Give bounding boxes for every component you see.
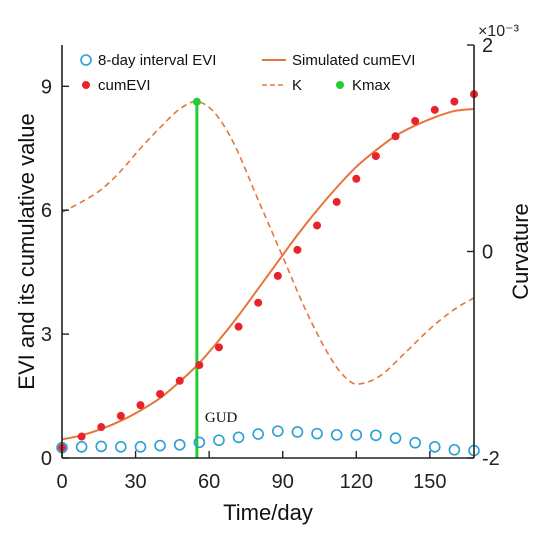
cumevi-point <box>332 197 341 206</box>
x-tick-label: 0 <box>56 471 67 493</box>
evi-point <box>370 429 382 442</box>
cumevi-point <box>77 432 86 441</box>
evi-point <box>115 441 127 453</box>
legend-label: Simulated cumEVI <box>292 52 415 69</box>
axes: 0 30 60 90 120 150 0 3 6 9 -2 0 2 <box>41 35 500 493</box>
evi-point <box>173 438 186 451</box>
evi-point <box>154 439 166 452</box>
evi-point <box>291 426 304 438</box>
gud-annotation: GUD <box>205 410 238 426</box>
evi-point <box>272 425 284 437</box>
y-tick-label: 0 <box>41 448 52 470</box>
evi-point <box>193 436 206 449</box>
cumevi-point <box>234 322 243 331</box>
cumevi-point <box>371 152 380 161</box>
cumevi-point <box>273 271 282 280</box>
cumevi-point <box>391 132 400 141</box>
evi-point <box>232 431 245 444</box>
y2-tick-label: 2 <box>482 35 493 57</box>
x-tick-label: 30 <box>124 471 146 493</box>
kmax-point <box>192 97 201 106</box>
cumevi-point <box>116 411 125 420</box>
legend-marker-evi <box>80 54 92 66</box>
cumevi-point <box>156 389 165 398</box>
x-axis-title: Time/day <box>223 500 313 525</box>
cumevi-point <box>430 105 439 114</box>
y2-axis-title: Curvature <box>508 203 533 300</box>
legend-marker-cumevi <box>82 81 90 89</box>
y-axis-title: EVI and its cumulative value <box>14 113 39 389</box>
evi-point <box>75 441 88 453</box>
y2-multiplier: ×10⁻³ <box>478 23 520 40</box>
evi-point <box>311 427 323 440</box>
y2-tick-label: -2 <box>482 448 500 470</box>
cumevi-point <box>254 298 263 307</box>
legend-label: 8-day interval EVI <box>98 52 216 69</box>
cumevi-point <box>411 116 420 125</box>
y-tick-label: 9 <box>41 76 52 98</box>
evi-point <box>213 434 225 447</box>
cumevi-point <box>214 343 223 352</box>
cumevi-point <box>97 423 106 432</box>
y2-tick-label: 0 <box>482 242 493 264</box>
x-tick-label: 90 <box>272 471 294 493</box>
legend-label: K <box>292 77 302 94</box>
evi-point <box>448 443 461 456</box>
cumevi-point <box>450 97 459 106</box>
simulated-cumevi-curve <box>61 108 475 441</box>
legend-label: Kmax <box>352 77 391 94</box>
evi-point <box>409 436 421 449</box>
k-curve <box>61 100 475 385</box>
evi-point <box>428 441 441 453</box>
y-tick-label: 6 <box>41 200 52 222</box>
legend-marker-kmax <box>336 81 344 89</box>
x-tick-label: 60 <box>198 471 220 493</box>
cumevi-point <box>175 376 184 385</box>
x-tick-label: 150 <box>413 471 446 493</box>
cumevi-point <box>136 401 145 410</box>
legend: 8-day interval EVI Simulated cumEVI cumEVI… <box>80 52 415 94</box>
legend-label: cumEVI <box>98 77 151 94</box>
y-tick-label: 3 <box>41 324 52 346</box>
evi-point <box>389 432 402 444</box>
cumevi-point <box>293 245 302 254</box>
evi-point <box>350 429 363 441</box>
evi-point <box>134 441 147 453</box>
cumevi-point <box>313 221 322 230</box>
x-tick-label: 120 <box>340 471 373 493</box>
cumevi-point <box>352 174 361 183</box>
cumevi-point <box>195 361 204 370</box>
evi-point <box>95 440 108 453</box>
series-layer <box>56 90 480 458</box>
evi-point <box>330 429 343 441</box>
evi-point <box>252 428 264 440</box>
